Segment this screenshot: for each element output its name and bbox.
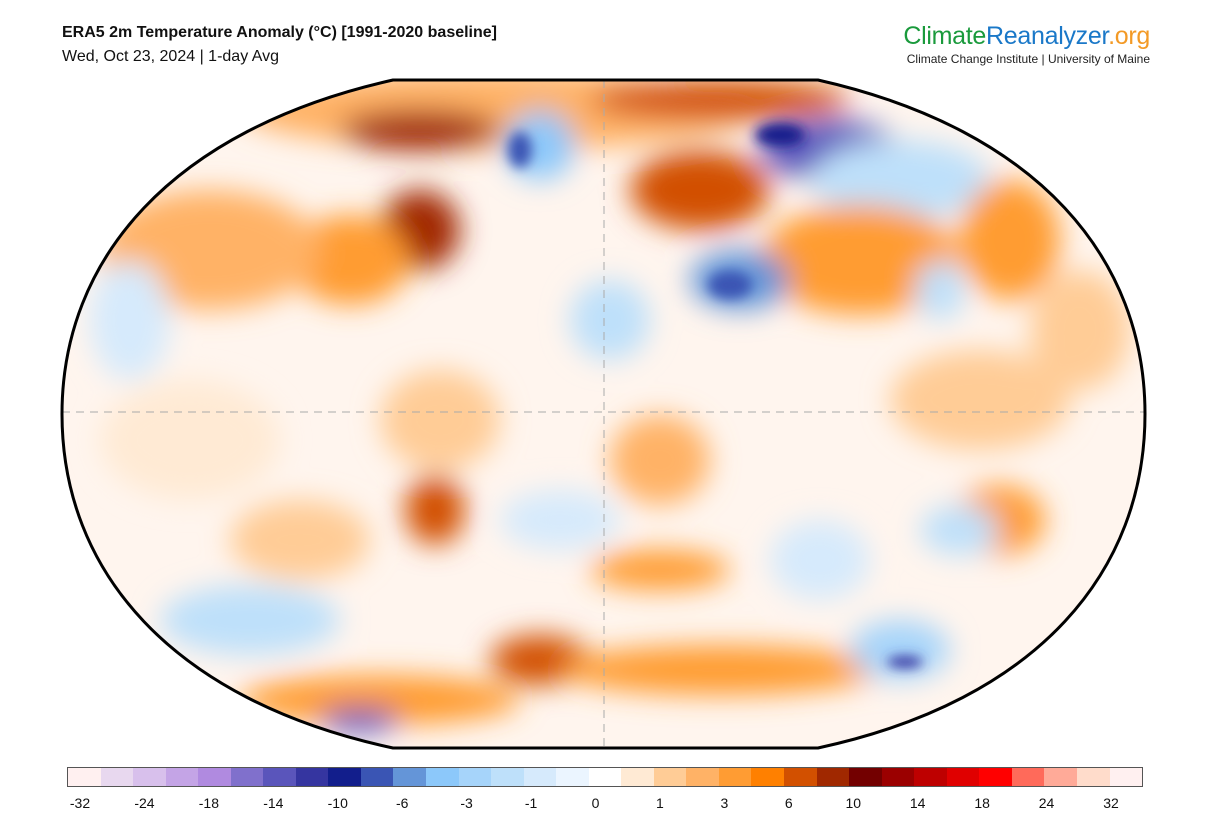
logo-part-climate: Climate (903, 22, 987, 50)
temperature-anomaly-map (60, 78, 1147, 750)
colorbar-bin (458, 768, 492, 786)
colorbar-bin (653, 768, 687, 786)
colorbar-bin (914, 768, 947, 786)
colorbar-bin (426, 768, 459, 786)
colorbar-bin (100, 768, 134, 786)
colorbar-label: 1 (656, 795, 664, 811)
colorbar-bin (295, 768, 329, 786)
colorbar-bin (1076, 768, 1110, 786)
colorbar-bin (230, 768, 264, 786)
colorbar-bin (263, 768, 296, 786)
anomaly-field (62, 80, 1145, 748)
colorbar-label: -32 (69, 795, 91, 811)
logo-part-org: .org (1108, 22, 1150, 50)
colorbar-bin (491, 768, 524, 786)
colorbar-bin (68, 768, 101, 786)
colorbar-label: -3 (460, 795, 473, 811)
colorbar-label: -14 (263, 795, 284, 811)
climate-reanalyzer-logo[interactable]: ClimateReanalyzer.org Climate Change Ins… (903, 22, 1150, 66)
colorbar-label: -10 (327, 795, 348, 811)
colorbar-bin (165, 768, 199, 786)
map-border (60, 78, 1147, 750)
colorbar-bin (393, 768, 427, 786)
colorbar-label: 32 (1103, 795, 1119, 811)
map-date: Wed, Oct 23, 2024 | 1-day Avg (62, 48, 280, 65)
colorbar-bin (198, 768, 231, 786)
colorbar-bin (686, 768, 719, 786)
colorbar-bin (751, 768, 785, 786)
colorbar-labels: -32 -24 -18 -14 -10 -6 -3 -1 0 1 3 6 10 14 18 24 32 (0, 795, 1218, 815)
colorbar-bin (881, 768, 915, 786)
colorbar-bin (784, 768, 817, 786)
colorbar (67, 767, 1143, 787)
colorbar-bin (1011, 768, 1045, 786)
colorbar-label: -6 (395, 795, 409, 811)
logo-tagline: Climate Change Institute | University of… (906, 52, 1150, 66)
colorbar-bin (816, 768, 850, 786)
colorbar-bin (523, 768, 557, 786)
colorbar-label: 14 (909, 795, 926, 811)
logo-text: ClimateReanalyzer.org (903, 22, 1150, 50)
colorbar-bin (1109, 768, 1143, 786)
colorbar-label: 18 (974, 795, 990, 811)
colorbar-bin (133, 768, 166, 786)
colorbar-label: 10 (845, 795, 862, 811)
colorbar-label: -24 (134, 795, 155, 811)
logo-part-reanalyzer: Reanalyzer (986, 22, 1109, 50)
colorbar-bin (946, 768, 980, 786)
colorbar-bin (360, 768, 394, 786)
colorbar-bin (718, 768, 752, 786)
colorbar-label: -18 (198, 795, 219, 811)
colorbar-bin (556, 768, 589, 786)
colorbar-label: -1 (524, 795, 538, 811)
colorbar-label: 3 (720, 795, 729, 811)
colorbar-bin (328, 768, 361, 786)
map-title: ERA5 2m Temperature Anomaly (°C) [1991-2… (62, 24, 497, 41)
colorbar-bin (979, 768, 1012, 786)
colorbar-bin (588, 768, 622, 786)
colorbar-bin (621, 768, 654, 786)
colorbar-label: 6 (784, 795, 793, 811)
colorbar-label: 24 (1038, 795, 1055, 811)
colorbar-bin (1044, 768, 1077, 786)
colorbar-label: 0 (591, 795, 600, 811)
colorbar-bin (849, 768, 882, 786)
